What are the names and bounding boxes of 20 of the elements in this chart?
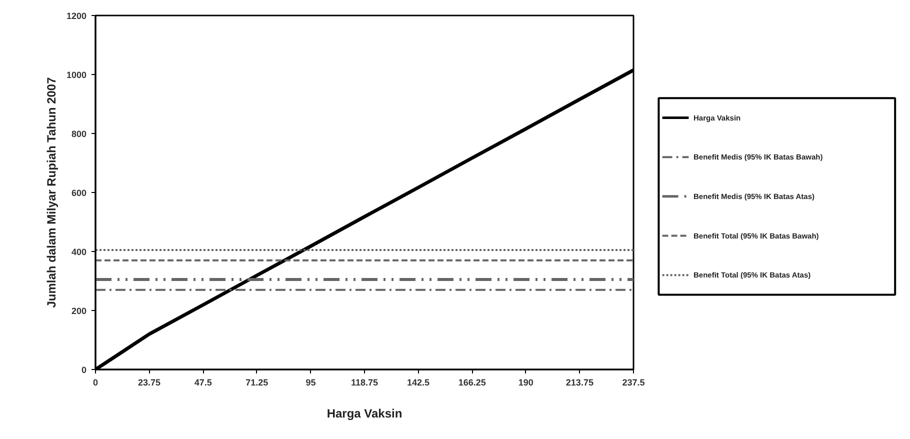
x-tick-label: 190 bbox=[518, 378, 534, 388]
x-tick-label: 0 bbox=[92, 378, 98, 388]
y-tick-label: 200 bbox=[71, 306, 87, 316]
y-tick-label: 800 bbox=[71, 129, 87, 139]
y-tick-label: 1000 bbox=[66, 70, 87, 80]
x-tick-label: 71.25 bbox=[246, 378, 268, 388]
y-axis-title: Jumlah dalam Milyar Rupiah Tahun 2007 bbox=[44, 76, 58, 308]
x-tick-label: 166.25 bbox=[458, 378, 486, 388]
y-tick-label: 400 bbox=[71, 247, 87, 257]
x-axis-title: Harga Vaksin bbox=[326, 406, 402, 420]
y-tick-label: 600 bbox=[71, 188, 87, 198]
x-tick-label: 142.5 bbox=[407, 378, 430, 388]
x-tick-label: 118.75 bbox=[350, 378, 378, 388]
x-tick-label: 95 bbox=[306, 378, 316, 388]
y-tick-label: 1200 bbox=[66, 11, 87, 21]
x-tick-label: 213.75 bbox=[566, 378, 594, 388]
y-tick-label: 0 bbox=[81, 365, 87, 375]
x-tick-label: 47.5 bbox=[194, 378, 212, 388]
x-tick-label: 23.75 bbox=[138, 378, 161, 388]
x-tick-label: 237.5 bbox=[622, 378, 645, 388]
